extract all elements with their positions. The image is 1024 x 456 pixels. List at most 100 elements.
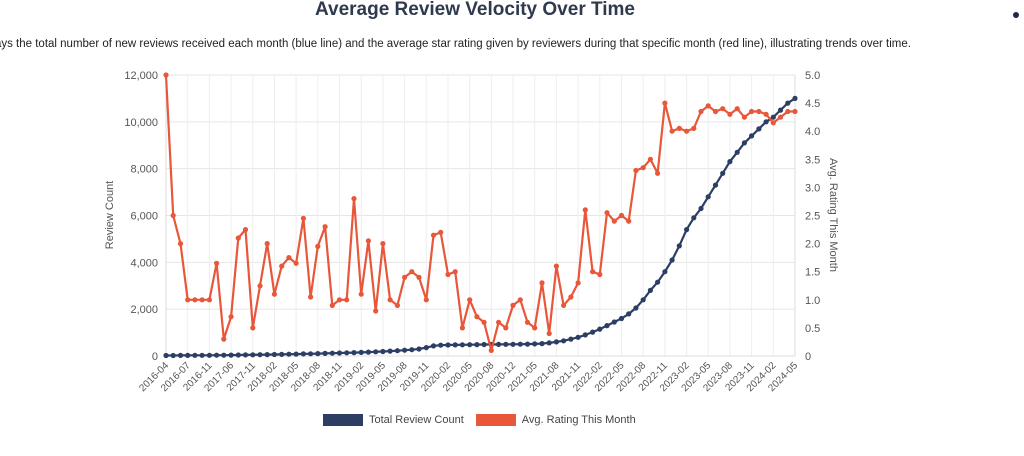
data-point-avg-rating xyxy=(503,325,509,331)
y-tick-label-right: 0 xyxy=(805,351,811,363)
data-point-avg-rating xyxy=(633,167,639,174)
data-point-total-review-count xyxy=(199,352,205,358)
data-point-total-review-count xyxy=(423,345,429,351)
data-point-total-review-count xyxy=(467,342,473,348)
data-point-total-review-count xyxy=(257,352,263,358)
data-point-avg-rating xyxy=(777,114,784,120)
data-point-total-review-count xyxy=(271,351,277,358)
data-point-total-review-count xyxy=(777,107,784,113)
data-point-total-review-count xyxy=(177,352,184,358)
data-point-avg-rating xyxy=(445,271,451,278)
legend-label: Avg. Rating This Month xyxy=(521,414,636,426)
data-point-avg-rating xyxy=(618,212,625,219)
data-point-avg-rating xyxy=(271,291,277,297)
y-tick-label-left: 6,000 xyxy=(130,211,158,223)
y-tick-label-left: 8,000 xyxy=(130,164,158,176)
data-point-total-review-count xyxy=(734,149,740,155)
data-point-avg-rating xyxy=(590,269,596,275)
y-tick-label-right: 5.0 xyxy=(805,70,820,82)
data-point-avg-rating xyxy=(749,108,755,115)
data-point-avg-rating xyxy=(308,294,314,300)
data-point-total-review-count xyxy=(474,342,480,348)
data-point-avg-rating xyxy=(582,207,588,213)
data-point-total-review-count xyxy=(365,349,371,355)
y-tick-label-right: 1.0 xyxy=(805,295,820,307)
data-point-avg-rating xyxy=(242,227,249,233)
data-point-total-review-count xyxy=(206,352,212,358)
chart-grid xyxy=(165,74,796,357)
data-point-total-review-count xyxy=(676,243,682,249)
data-point-avg-rating xyxy=(423,297,429,303)
data-point-avg-rating xyxy=(351,196,357,202)
data-point-avg-rating xyxy=(640,165,646,171)
data-point-avg-rating xyxy=(373,308,379,314)
data-point-total-review-count xyxy=(459,342,465,348)
data-point-avg-rating xyxy=(228,314,234,320)
y-axis-label-right: Avg. Rating This Month xyxy=(827,158,839,272)
data-point-avg-rating xyxy=(691,125,697,131)
legend-item-total-review-count[interactable]: Total Review Count xyxy=(323,414,464,426)
data-point-total-review-count xyxy=(242,352,249,358)
data-point-total-review-count xyxy=(496,341,502,347)
data-point-total-review-count xyxy=(553,339,560,345)
data-point-avg-rating xyxy=(712,108,719,115)
data-point-total-review-count xyxy=(561,338,567,344)
data-point-total-review-count xyxy=(647,287,654,293)
data-point-total-review-count xyxy=(235,352,241,358)
data-point-total-review-count xyxy=(546,340,552,346)
y-tick-label-right: 3.5 xyxy=(805,154,820,166)
data-point-total-review-count xyxy=(517,341,523,347)
y-tick-label-left: 4,000 xyxy=(130,257,158,269)
data-point-avg-rating xyxy=(568,294,574,300)
data-point-total-review-count xyxy=(640,297,646,303)
data-point-total-review-count xyxy=(684,227,690,233)
data-point-total-review-count xyxy=(785,100,791,106)
data-point-total-review-count xyxy=(655,279,661,285)
data-point-avg-rating xyxy=(669,128,675,134)
data-point-total-review-count xyxy=(698,205,704,212)
data-point-total-review-count xyxy=(756,126,762,132)
data-point-total-review-count xyxy=(358,349,364,355)
data-point-avg-rating xyxy=(199,297,205,303)
data-point-avg-rating xyxy=(177,241,184,247)
data-point-total-review-count xyxy=(402,347,408,353)
series-avg-rating xyxy=(163,72,798,353)
data-point-avg-rating xyxy=(358,291,364,297)
data-point-avg-rating xyxy=(524,319,531,325)
data-point-avg-rating xyxy=(235,235,241,241)
data-point-avg-rating xyxy=(336,297,343,303)
data-point-avg-rating xyxy=(170,212,176,219)
y-tick-label-right: 4.0 xyxy=(805,126,820,138)
series-line-total-review-count xyxy=(166,97,796,357)
data-point-avg-rating xyxy=(763,111,769,117)
data-point-total-review-count xyxy=(322,350,328,356)
series-total-review-count xyxy=(163,95,798,359)
data-point-avg-rating xyxy=(293,260,299,266)
data-point-total-review-count xyxy=(300,351,306,357)
data-point-avg-rating xyxy=(257,283,263,289)
data-point-total-review-count xyxy=(228,352,234,358)
data-point-total-review-count xyxy=(192,352,198,358)
data-point-total-review-count xyxy=(293,351,299,357)
data-point-total-review-count xyxy=(329,350,335,356)
data-point-avg-rating xyxy=(185,297,191,303)
data-point-avg-rating xyxy=(329,302,335,308)
data-point-avg-rating xyxy=(452,269,458,275)
legend-item-avg-rating[interactable]: Avg. Rating This Month xyxy=(475,414,636,426)
data-point-total-review-count xyxy=(741,140,748,146)
data-point-avg-rating xyxy=(192,297,198,303)
data-point-avg-rating xyxy=(727,111,733,117)
data-point-total-review-count xyxy=(214,352,220,358)
data-point-total-review-count xyxy=(669,257,675,263)
legend-label: Total Review Count xyxy=(369,414,464,426)
data-point-avg-rating xyxy=(387,297,393,303)
status-dot-icon xyxy=(1013,12,1019,18)
y-axis-label-left: Review Count xyxy=(104,181,116,249)
data-point-avg-rating xyxy=(539,280,545,286)
data-point-total-review-count xyxy=(532,341,538,347)
data-point-total-review-count xyxy=(618,315,625,322)
data-point-total-review-count xyxy=(445,342,451,348)
data-point-total-review-count xyxy=(749,133,755,139)
data-point-total-review-count xyxy=(705,194,711,200)
